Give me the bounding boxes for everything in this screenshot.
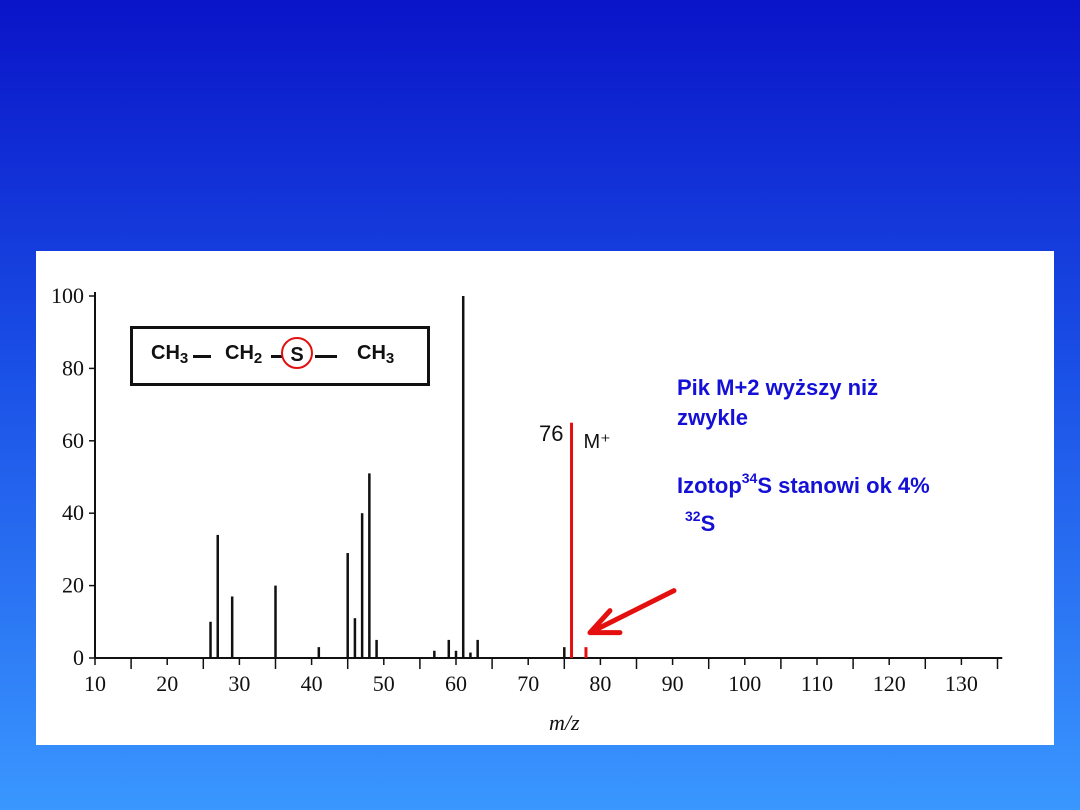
y-tick-label: 100 <box>51 283 84 308</box>
spectrum-peak <box>461 296 465 658</box>
annotation-line-1: Pik M+2 wyższy niż <box>677 375 879 400</box>
spectrum-panel: 0 20 40 60 80 100 10 20 30 40 50 60 70 80 90 100 110 120 1… <box>36 251 1054 745</box>
y-tick-label: 40 <box>62 500 84 525</box>
sulfur-atom-circled: S <box>281 337 313 369</box>
x-axis-title: m/z <box>549 710 580 735</box>
structural-formula: CH3 CH2 S CH3 <box>130 326 430 386</box>
chart-annotations: 76 M⁺ <box>539 421 677 636</box>
formula-bond-2 <box>271 355 283 358</box>
spectrum-peak <box>454 650 458 658</box>
x-tick-label: 110 <box>801 671 833 696</box>
formula-group-3: CH3 <box>357 342 395 367</box>
spectrum-peak <box>360 513 364 658</box>
spectrum-peak <box>447 639 451 658</box>
x-tick-label: 50 <box>373 671 395 696</box>
mass-spectrum-chart: 0 20 40 60 80 100 10 20 30 40 50 60 70 80 90 100 110 120 1… <box>51 283 1003 735</box>
formula-group-2: CH2 <box>225 342 263 367</box>
chart-labels: 0 20 40 60 80 100 10 20 30 40 50 60 70 80 90 100 110 120 1… <box>51 283 978 735</box>
spectrum-peak <box>563 647 566 658</box>
y-tick-label: 0 <box>73 645 84 670</box>
x-tick-label: 10 <box>84 671 106 696</box>
spectrum-peak <box>230 596 234 658</box>
red-arrow-head-icon <box>587 608 623 636</box>
formula-group-1: CH3 <box>151 342 189 367</box>
spectrum-peak <box>469 652 472 658</box>
spectrum-peak <box>476 639 479 658</box>
annotation-text: Pik M+2 wyższy niż zwykle Izotop34S stan… <box>677 373 930 539</box>
x-tick-label: 20 <box>156 671 178 696</box>
y-tick-label: 60 <box>62 428 84 453</box>
formula-bond-1 <box>193 355 211 358</box>
spectrum-peak <box>433 650 436 658</box>
spectrum-peak <box>368 473 371 658</box>
x-tick-label: 120 <box>873 671 906 696</box>
molecular-ion-peak <box>570 422 574 658</box>
red-arrow-icon <box>595 588 677 632</box>
spectrum-peak <box>346 553 349 658</box>
y-tick-label: 80 <box>62 355 84 380</box>
x-tick-label: 70 <box>517 671 539 696</box>
x-tick-label: 40 <box>301 671 323 696</box>
annotation-line-4: 32S <box>685 508 716 536</box>
spectrum-peak <box>216 534 219 658</box>
molecular-ion-label: M⁺ <box>584 431 611 453</box>
chart-bars <box>209 296 588 658</box>
chart-axes <box>89 292 1003 669</box>
spectrum-peak <box>317 647 321 658</box>
spectrum-peak <box>274 585 277 658</box>
x-tick-label: 60 <box>445 671 467 696</box>
x-tick-label: 90 <box>662 671 684 696</box>
x-tick-label: 80 <box>589 671 611 696</box>
x-tick-label: 30 <box>228 671 250 696</box>
x-tick-label: 130 <box>945 671 978 696</box>
formula-bond-3 <box>315 355 337 358</box>
y-tick-label: 20 <box>62 573 84 598</box>
annotation-line-3: Izotop34S stanowi ok 4% <box>677 470 930 498</box>
spectrum-peak <box>353 618 357 658</box>
spectrum-peak <box>209 621 212 658</box>
annotation-line-2: zwykle <box>677 405 748 430</box>
molecular-ion-peak <box>584 647 588 658</box>
spectrum-peak <box>375 639 378 658</box>
x-tick-label: 100 <box>728 671 761 696</box>
peak-mass-label: 76 <box>539 421 563 446</box>
